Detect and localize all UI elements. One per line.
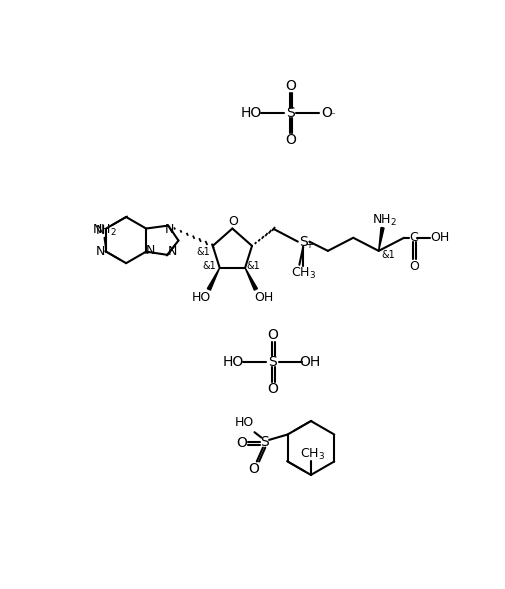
Text: CH$_3$: CH$_3$ <box>299 446 324 462</box>
Text: &1: &1 <box>380 250 394 260</box>
Text: HO: HO <box>234 416 254 429</box>
Polygon shape <box>378 227 383 251</box>
Text: HO: HO <box>240 106 261 120</box>
Text: S: S <box>298 234 307 249</box>
Text: O: O <box>285 133 296 147</box>
Text: O: O <box>228 215 238 228</box>
Text: N: N <box>95 245 105 258</box>
Text: &1: &1 <box>245 262 259 272</box>
Text: O: O <box>409 260 418 273</box>
Text: OH: OH <box>430 231 449 244</box>
Text: S: S <box>285 106 294 120</box>
Text: O: O <box>235 436 246 450</box>
Text: OH: OH <box>254 290 273 303</box>
Text: CH$_3$: CH$_3$ <box>290 266 315 281</box>
Polygon shape <box>207 268 219 290</box>
Text: S: S <box>268 355 276 369</box>
Text: S: S <box>260 435 268 449</box>
Text: O: O <box>248 462 259 476</box>
Text: HO: HO <box>222 355 243 369</box>
Text: N: N <box>165 223 174 236</box>
Text: O: O <box>320 106 331 120</box>
Text: NH$_2$: NH$_2$ <box>92 223 117 237</box>
Text: O: O <box>267 328 278 342</box>
Text: N: N <box>146 244 155 257</box>
Text: C: C <box>408 231 417 244</box>
Text: ⁻: ⁻ <box>329 111 335 121</box>
Polygon shape <box>244 268 257 290</box>
Text: HO: HO <box>191 290 211 303</box>
Text: N: N <box>95 224 105 237</box>
Text: O: O <box>267 382 278 396</box>
Text: NH$_2$: NH$_2$ <box>371 213 396 229</box>
Text: OH: OH <box>299 355 320 369</box>
Text: O: O <box>285 79 296 93</box>
Text: +: + <box>305 240 313 250</box>
Text: N: N <box>167 245 176 259</box>
Text: &1: &1 <box>196 247 210 257</box>
Text: &1: &1 <box>201 262 215 272</box>
